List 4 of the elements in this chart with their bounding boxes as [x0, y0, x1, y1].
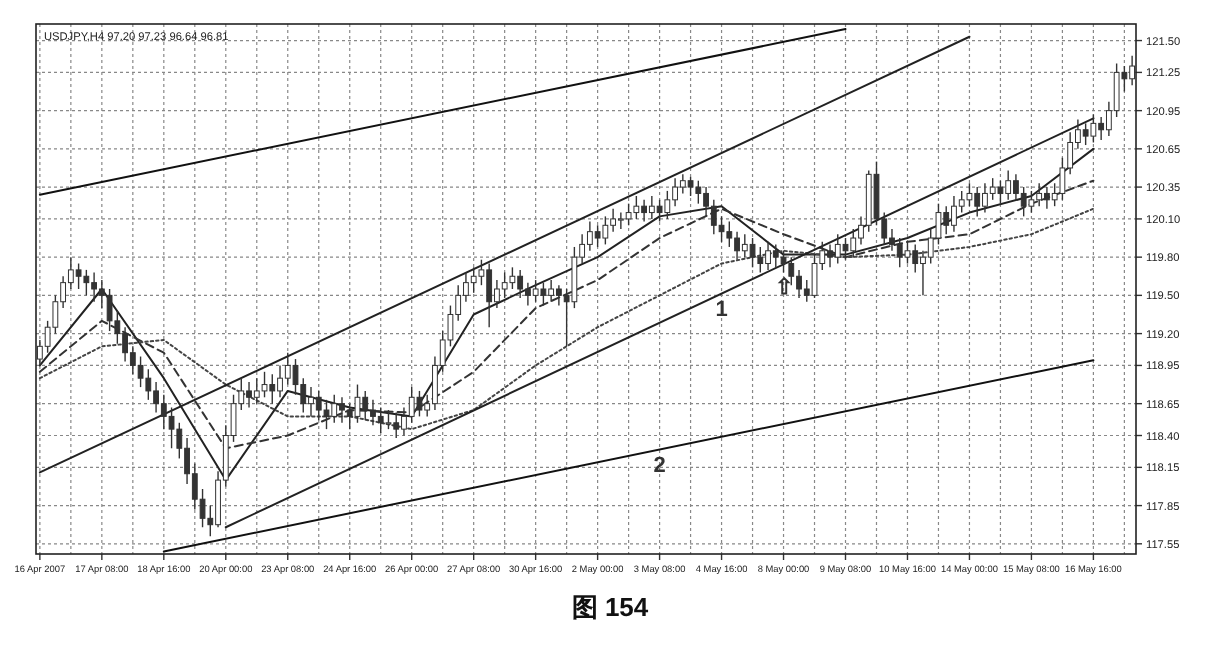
line-series	[38, 207, 1095, 431]
caption: 图 154	[571, 592, 650, 622]
annotation: ⇧	[774, 276, 793, 301]
annotation: 1	[715, 298, 728, 323]
